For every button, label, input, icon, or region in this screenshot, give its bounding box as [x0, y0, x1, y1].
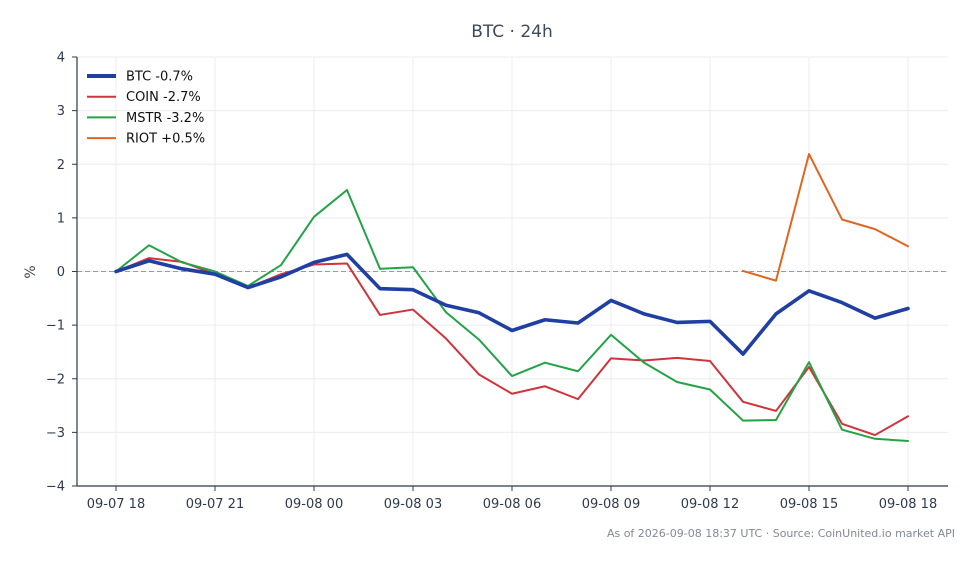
y-tick-label: −3	[46, 426, 65, 441]
x-tick-label: 09-08 03	[384, 497, 442, 512]
y-tick-label: −1	[46, 319, 65, 334]
x-tick-label: 09-08 06	[483, 497, 541, 512]
x-ticks: 09-07 18 09-07 21 09-08 00 09-08 03 09-08 06…	[87, 486, 937, 512]
y-tick-label: 1	[57, 211, 65, 226]
legend-label-mstr: MSTR -3.2%	[126, 111, 204, 126]
legend: BTC -0.7% COIN -2.7% MSTR -3.2% RIOT +0.5%	[87, 70, 205, 147]
x-tick-label: 09-08 12	[681, 497, 739, 512]
series-line-riot	[742, 153, 909, 282]
x-tick-label: 09-07 18	[87, 497, 145, 512]
legend-label-coin: COIN -2.7%	[126, 90, 201, 105]
x-tick-label: 09-07 21	[186, 497, 244, 512]
legend-label-riot: RIOT +0.5%	[126, 132, 205, 147]
x-tick-label: 09-08 15	[780, 497, 838, 512]
legend-label-btc: BTC -0.7%	[126, 70, 193, 85]
y-tick-label: 2	[57, 158, 65, 173]
series-lines	[114, 153, 910, 442]
y-tick-label: −4	[46, 480, 65, 495]
y-tick-label: −2	[46, 372, 65, 387]
y-tick-label: 0	[57, 265, 65, 280]
y-ticks: −4 −3 −2 −1 0 1 2 3 4	[46, 51, 77, 495]
y-axis-label: %	[23, 265, 39, 278]
x-tick-label: 09-08 18	[879, 497, 937, 512]
series-line-btc	[114, 252, 910, 356]
chart-title: BTC · 24h	[471, 22, 553, 42]
y-tick-label: 3	[57, 104, 65, 119]
source-footnote: As of 2026-09-08 18:37 UTC · Source: Coi…	[607, 527, 955, 540]
x-tick-label: 09-08 09	[582, 497, 640, 512]
y-tick-label: 4	[57, 51, 65, 66]
x-tick-label: 09-08 00	[285, 497, 343, 512]
